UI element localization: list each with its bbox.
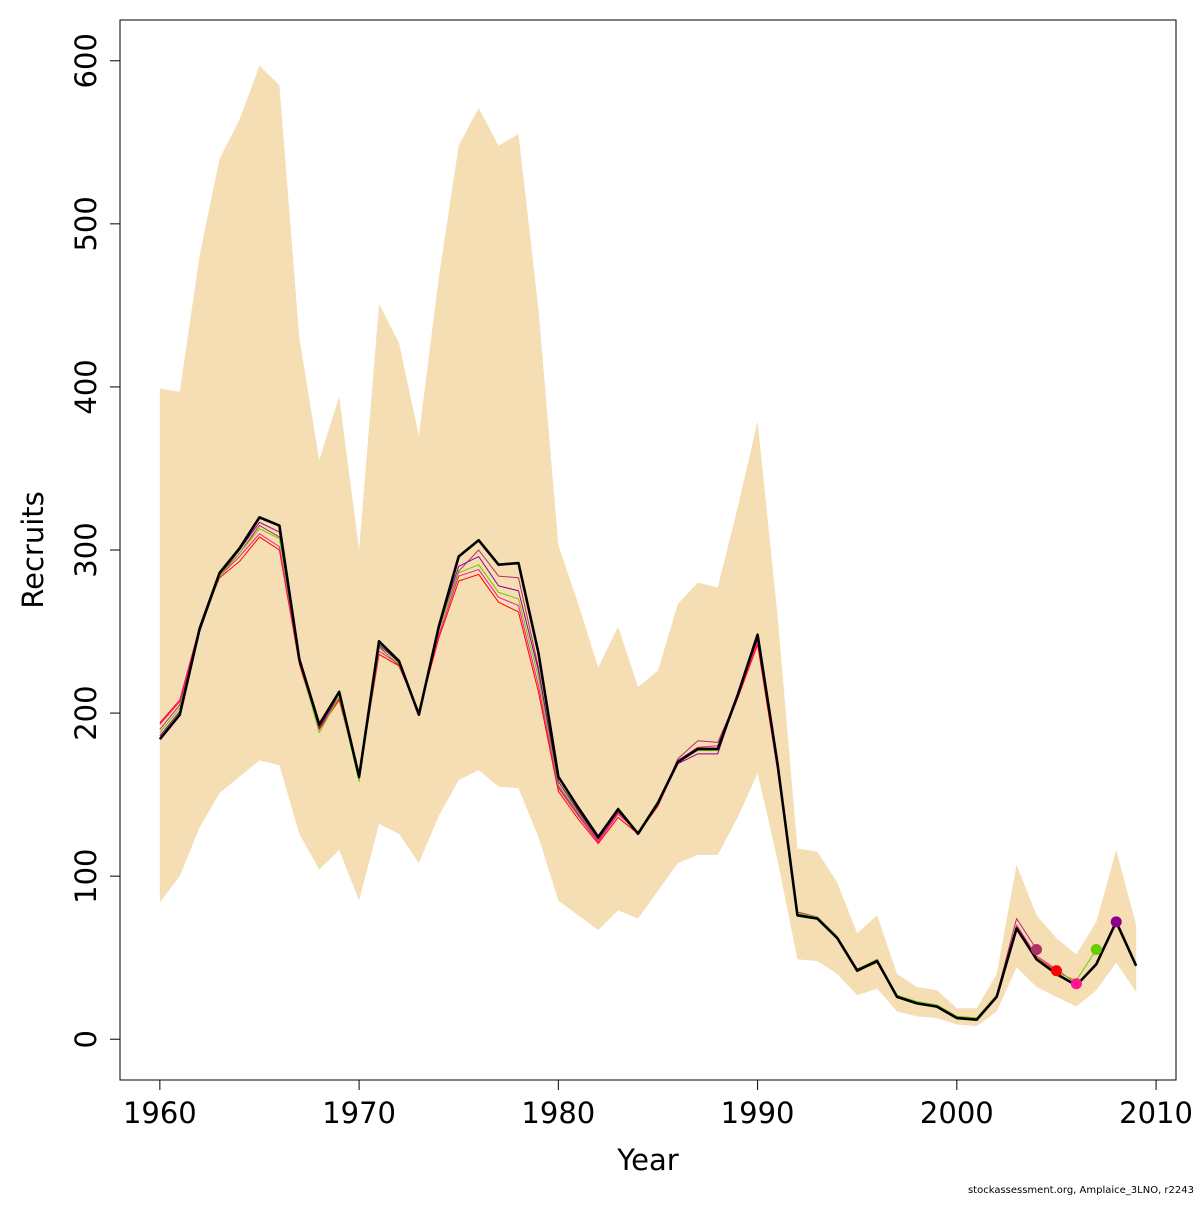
retro-series-endpoint-4 xyxy=(1090,944,1102,956)
x-tick-label: 1980 xyxy=(521,1096,595,1130)
y-axis-label: Recruits xyxy=(16,491,50,608)
series-endpoint-layer xyxy=(1031,916,1122,990)
confidence-band xyxy=(159,65,1137,1027)
y-tick-label: 600 xyxy=(69,33,103,88)
x-tick-label: 2000 xyxy=(920,1096,994,1130)
y-tick-label: 200 xyxy=(69,685,103,740)
main-series-line xyxy=(158,516,1138,1021)
series-lines-layer xyxy=(158,516,1138,1021)
x-axis: 1960 1970 1980 1990 2000 2010 xyxy=(123,1079,1193,1130)
y-axis: 0 100 200 300 400 500 600 xyxy=(69,33,121,1048)
x-tick-label: 1970 xyxy=(322,1096,396,1130)
retro-series-endpoint-5 xyxy=(1110,916,1122,928)
x-tick-label: 2010 xyxy=(1119,1096,1193,1130)
y-tick-label: 400 xyxy=(69,359,103,414)
retro-series-endpoint-2 xyxy=(1050,965,1062,977)
confidence-band-layer xyxy=(159,65,1137,1027)
y-tick-label: 500 xyxy=(69,196,103,251)
y-tick-label: 100 xyxy=(69,848,103,903)
retro-series-endpoint-1 xyxy=(1031,944,1043,956)
x-tick-label: 1990 xyxy=(721,1096,795,1130)
y-tick-label: 300 xyxy=(69,522,103,577)
credit-note: stockassessment.org, Amplaice_3LNO, r224… xyxy=(967,1185,1194,1196)
x-tick-label: 1960 xyxy=(123,1096,197,1130)
x-axis-label: Year xyxy=(616,1143,678,1177)
retro-series-endpoint-3 xyxy=(1070,978,1082,990)
y-tick-label: 0 xyxy=(69,1030,103,1048)
